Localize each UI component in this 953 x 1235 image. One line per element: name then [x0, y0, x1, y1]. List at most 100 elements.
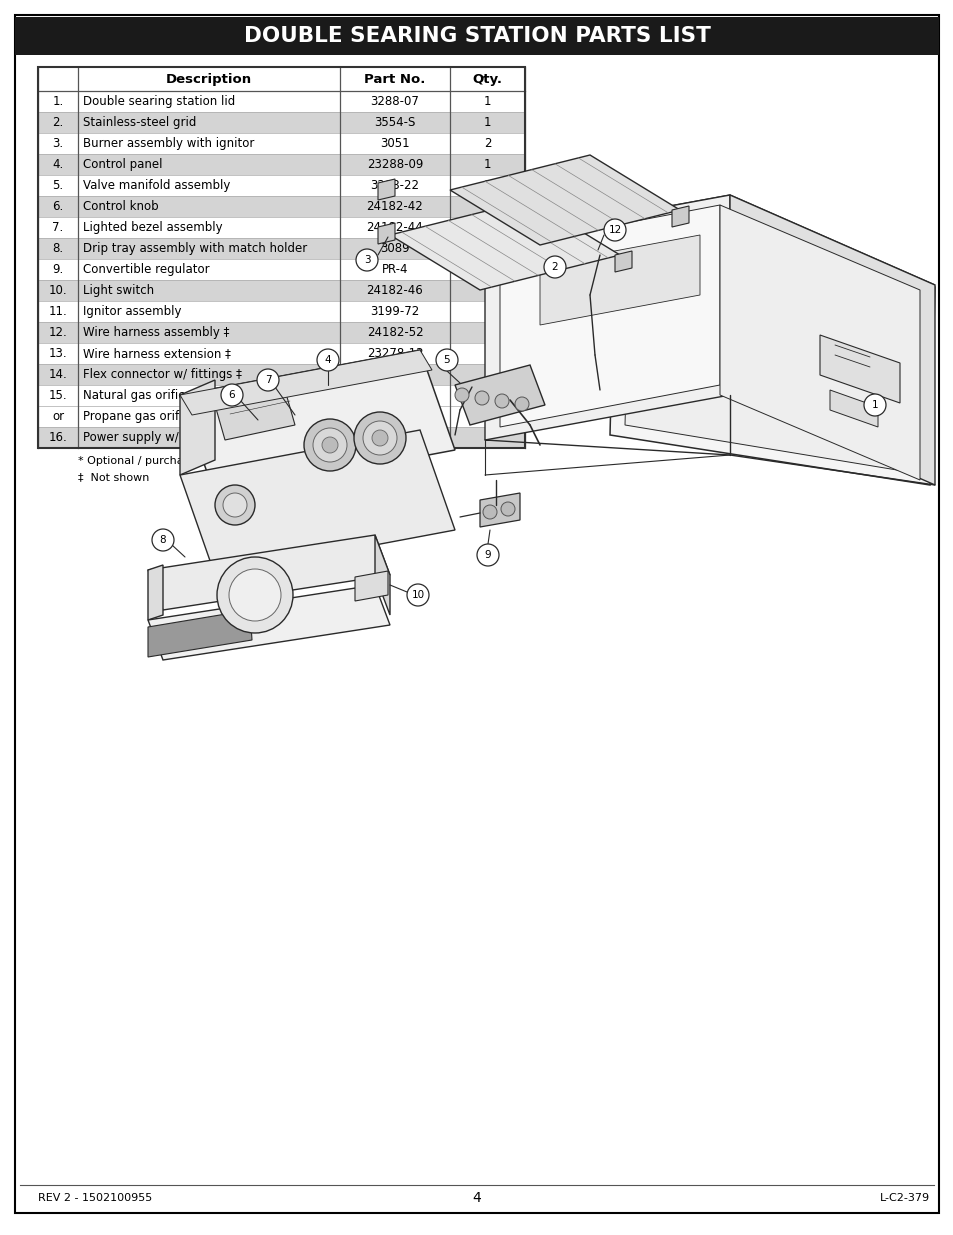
Circle shape [214, 485, 254, 525]
Text: 24182-46: 24182-46 [366, 284, 423, 296]
Text: or: or [51, 410, 64, 424]
Polygon shape [539, 235, 700, 325]
Text: 16.: 16. [49, 431, 68, 445]
Polygon shape [569, 267, 840, 375]
Polygon shape [377, 179, 395, 200]
Polygon shape [820, 335, 899, 403]
Bar [38, 301, 524, 322]
Polygon shape [729, 195, 934, 485]
Text: Convertible regulator: Convertible regulator [83, 263, 210, 275]
Bar [38, 175, 524, 196]
Text: L-C2-379: L-C2-379 [879, 1193, 929, 1203]
Text: 3001-56-1: 3001-56-1 [364, 410, 425, 424]
Text: 3051: 3051 [380, 137, 410, 149]
Bar [38, 91, 524, 112]
Polygon shape [671, 206, 688, 227]
Polygon shape [148, 564, 163, 620]
Text: 12: 12 [608, 225, 621, 235]
Text: Ignitor assembly: Ignitor assembly [83, 305, 181, 317]
Text: Description: Description [166, 73, 252, 85]
Text: Qty.: Qty. [472, 73, 502, 85]
Text: 1: 1 [483, 116, 491, 128]
Text: 24182-52: 24182-52 [366, 326, 423, 338]
Text: Propane gas orifice ‡: Propane gas orifice ‡ [83, 410, 206, 424]
Bar [38, 238, 524, 259]
Circle shape [216, 557, 293, 634]
Circle shape [316, 350, 338, 370]
Text: PR-4: PR-4 [381, 263, 408, 275]
Bar [38, 133, 524, 154]
Text: 10: 10 [411, 590, 424, 600]
Polygon shape [484, 195, 729, 440]
Bar [38, 196, 524, 217]
Circle shape [229, 569, 281, 621]
Polygon shape [377, 224, 395, 245]
Text: 7: 7 [264, 375, 271, 385]
Polygon shape [180, 350, 432, 415]
Bar [38, 67, 524, 448]
Polygon shape [148, 585, 390, 659]
Text: 3089: 3089 [380, 242, 410, 254]
Text: Part No.: Part No. [364, 73, 425, 85]
Text: 7.: 7. [52, 221, 64, 233]
Text: 23278-12: 23278-12 [366, 347, 423, 359]
Text: 2: 2 [483, 389, 491, 403]
Polygon shape [148, 535, 390, 610]
Circle shape [515, 396, 529, 411]
Text: Burner assembly with ignitor: Burner assembly with ignitor [83, 137, 254, 149]
Circle shape [543, 256, 565, 278]
Bar [38, 427, 524, 448]
Polygon shape [375, 535, 390, 615]
Text: 5.: 5. [52, 179, 64, 191]
Text: DOUBLE SEARING STATION PARTS LIST: DOUBLE SEARING STATION PARTS LIST [243, 26, 710, 46]
Bar [38, 385, 524, 406]
Text: 1: 1 [871, 400, 878, 410]
Circle shape [495, 394, 509, 408]
Text: 2: 2 [483, 221, 491, 233]
Polygon shape [484, 195, 934, 330]
Text: 2.: 2. [52, 116, 64, 128]
Circle shape [476, 543, 498, 566]
Text: ‡  Not shown: ‡ Not shown [78, 472, 150, 482]
Text: 4.: 4. [52, 158, 64, 170]
Bar [38, 322, 524, 343]
Circle shape [482, 505, 497, 519]
Circle shape [355, 249, 377, 270]
Text: 15.: 15. [49, 389, 68, 403]
Bar [38, 217, 524, 238]
Circle shape [475, 391, 489, 405]
Bar [38, 280, 524, 301]
Text: 3: 3 [363, 254, 370, 266]
Text: Flex connector w/ fittings ‡: Flex connector w/ fittings ‡ [83, 368, 242, 382]
Text: Double searing station lid: Double searing station lid [83, 95, 235, 107]
Text: 24182-44: 24182-44 [366, 221, 423, 233]
Text: 1: 1 [483, 326, 491, 338]
Bar [38, 112, 524, 133]
Text: 8: 8 [159, 535, 166, 545]
Text: 11.: 11. [49, 305, 68, 317]
Text: REV 2 - 1502100955: REV 2 - 1502100955 [38, 1193, 152, 1203]
Polygon shape [615, 251, 631, 272]
Text: 3036: 3036 [380, 368, 410, 382]
Text: Valve manifold assembly: Valve manifold assembly [83, 179, 230, 191]
Text: 1.: 1. [52, 95, 64, 107]
Text: 3199-72: 3199-72 [370, 305, 419, 317]
Text: 3288-22: 3288-22 [370, 179, 419, 191]
Text: 1: 1 [483, 431, 491, 445]
Text: Lighted bezel assembly: Lighted bezel assembly [83, 221, 222, 233]
Polygon shape [829, 390, 877, 427]
Text: 1: 1 [483, 284, 491, 296]
Text: Stainless-steel grid: Stainless-steel grid [83, 116, 196, 128]
Text: 9: 9 [484, 550, 491, 559]
Polygon shape [499, 205, 720, 427]
Text: 1: 1 [483, 158, 491, 170]
Text: 24187-18: 24187-18 [366, 431, 423, 445]
Polygon shape [390, 200, 619, 290]
Text: 2: 2 [483, 200, 491, 212]
Text: Light switch: Light switch [83, 284, 154, 296]
Polygon shape [455, 366, 544, 425]
Text: 1: 1 [483, 368, 491, 382]
Text: Wire harness assembly ‡: Wire harness assembly ‡ [83, 326, 229, 338]
Bar [38, 154, 524, 175]
Text: 8.: 8. [52, 242, 64, 254]
